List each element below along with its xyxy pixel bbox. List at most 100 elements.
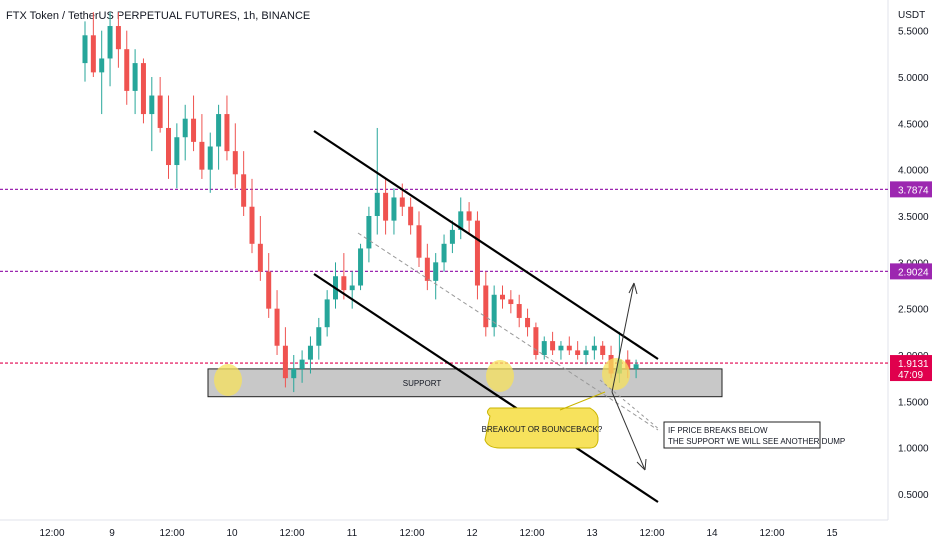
- candle-body: [257, 243, 263, 272]
- dump-note-line2: THE SUPPORT WE WILL SEE ANOTHER DUMP: [668, 437, 845, 446]
- candle-body: [541, 341, 547, 355]
- candle-body: [449, 229, 455, 244]
- channel-lower-line: [313, 273, 659, 503]
- candle-body: [224, 114, 230, 152]
- chart-grid: [0, 0, 889, 521]
- dump-note-line1: IF PRICE BREAKS BELOW: [668, 426, 768, 435]
- candle-body: [583, 350, 589, 355]
- x-tick-label: 12: [466, 528, 478, 539]
- chart-title: FTX Token / TetherUS PERPETUAL FUTURES, …: [6, 10, 311, 22]
- dump-note-pointer: [599, 379, 661, 431]
- price-tag-bg: [890, 263, 932, 280]
- x-tick-label: 13: [586, 528, 598, 539]
- candle-body: [132, 63, 138, 91]
- y-tick-label: 1.0000: [898, 444, 929, 455]
- x-tick-label: 15: [826, 528, 838, 539]
- candle-body: [550, 341, 556, 351]
- candle-body: [282, 345, 288, 379]
- channel-upper-line: [313, 130, 659, 360]
- candle-body: [474, 220, 480, 286]
- y-tick-label: 3.5000: [898, 212, 929, 223]
- candle-body: [433, 262, 439, 281]
- candle-body: [107, 26, 113, 59]
- candle-body: [466, 211, 472, 221]
- candle-body: [307, 345, 313, 360]
- candle-body: [408, 206, 414, 226]
- candle-body: [274, 308, 280, 346]
- x-tick-label: 12:00: [759, 528, 784, 539]
- currency-label: USDT: [898, 10, 925, 21]
- horizontal-price-lines: [0, 188, 888, 364]
- x-tick-label: 12:00: [639, 528, 664, 539]
- candle-body: [174, 137, 180, 166]
- candle-body: [216, 114, 222, 147]
- candle-body: [249, 206, 255, 244]
- price-tag-0: 3.7874: [890, 181, 932, 198]
- candle-body: [566, 345, 572, 351]
- candle-body: [291, 368, 297, 379]
- breakout-callout-pointer: [559, 391, 606, 411]
- candle-body: [182, 118, 188, 138]
- candle-body: [374, 192, 380, 216]
- touch-highlight-1: [486, 360, 514, 392]
- price-tag-bg: [890, 355, 932, 382]
- price-tag-value: 3.7874: [898, 185, 929, 196]
- candle-body: [458, 211, 464, 230]
- breakdown-arrow: [611, 391, 646, 471]
- support-zone-label: SUPPORT: [403, 379, 442, 388]
- breakout-arrowhead: [628, 282, 638, 295]
- candle-body: [166, 127, 171, 166]
- candle-body: [191, 118, 197, 142]
- candle-body: [383, 192, 389, 221]
- y-tick-label: 4.0000: [898, 166, 929, 177]
- breakout-callout-bubble: [484, 407, 599, 449]
- y-tick-label: 4.5000: [898, 119, 929, 130]
- candle-body: [533, 327, 539, 355]
- price-tag-value: 2.9024: [898, 267, 929, 278]
- candle-body: [232, 151, 238, 175]
- y-tick-label: 1.5000: [898, 397, 929, 408]
- candle-body: [500, 294, 505, 300]
- x-tick-label: 12:00: [39, 528, 64, 539]
- price-tag-1: 2.9024: [890, 263, 932, 280]
- price-axis[interactable]: USDT0.50001.00001.50002.00002.50003.0000…: [890, 10, 932, 501]
- candle-body: [558, 345, 564, 351]
- candle-body: [391, 197, 397, 221]
- candle-body: [324, 299, 330, 328]
- y-tick-label: 5.0000: [898, 73, 929, 84]
- candle-body: [575, 350, 581, 355]
- candle-body: [366, 216, 372, 249]
- candle-body: [508, 299, 514, 305]
- x-tick-label: 12:00: [159, 528, 184, 539]
- candle-body: [591, 345, 597, 351]
- candle-body: [416, 225, 422, 258]
- price-tag-bg: [890, 181, 932, 198]
- candle-body: [241, 174, 247, 207]
- x-tick-label: 10: [226, 528, 238, 539]
- candle-body: [341, 276, 347, 291]
- candle-body: [82, 35, 88, 64]
- y-tick-label: 0.5000: [898, 490, 929, 501]
- candle-body: [358, 248, 364, 286]
- candle-body: [149, 95, 155, 115]
- candles: [82, 12, 639, 393]
- breakout-callout-text: BREAKOUT OR BOUNCEBACK?: [482, 425, 603, 434]
- candle-body: [299, 359, 305, 369]
- candle-body: [90, 35, 96, 73]
- candle-body: [424, 257, 430, 281]
- x-tick-label: 14: [706, 528, 718, 539]
- price-tag-value: 1.9131: [898, 359, 929, 370]
- candle-body: [140, 63, 146, 115]
- candle-body: [625, 359, 631, 369]
- candle-body: [157, 95, 163, 128]
- x-tick-label: 9: [109, 528, 115, 539]
- candle-body: [516, 304, 522, 318]
- candle-body: [124, 49, 130, 91]
- channel-midline: [357, 232, 659, 431]
- candle-body: [600, 345, 606, 355]
- candle-body: [349, 285, 355, 291]
- candle-body: [399, 197, 405, 207]
- time-axis[interactable]: 12:00 9 12:00 10 12:00 11 12:00 12 12:00 13 12:00 1…: [39, 528, 838, 539]
